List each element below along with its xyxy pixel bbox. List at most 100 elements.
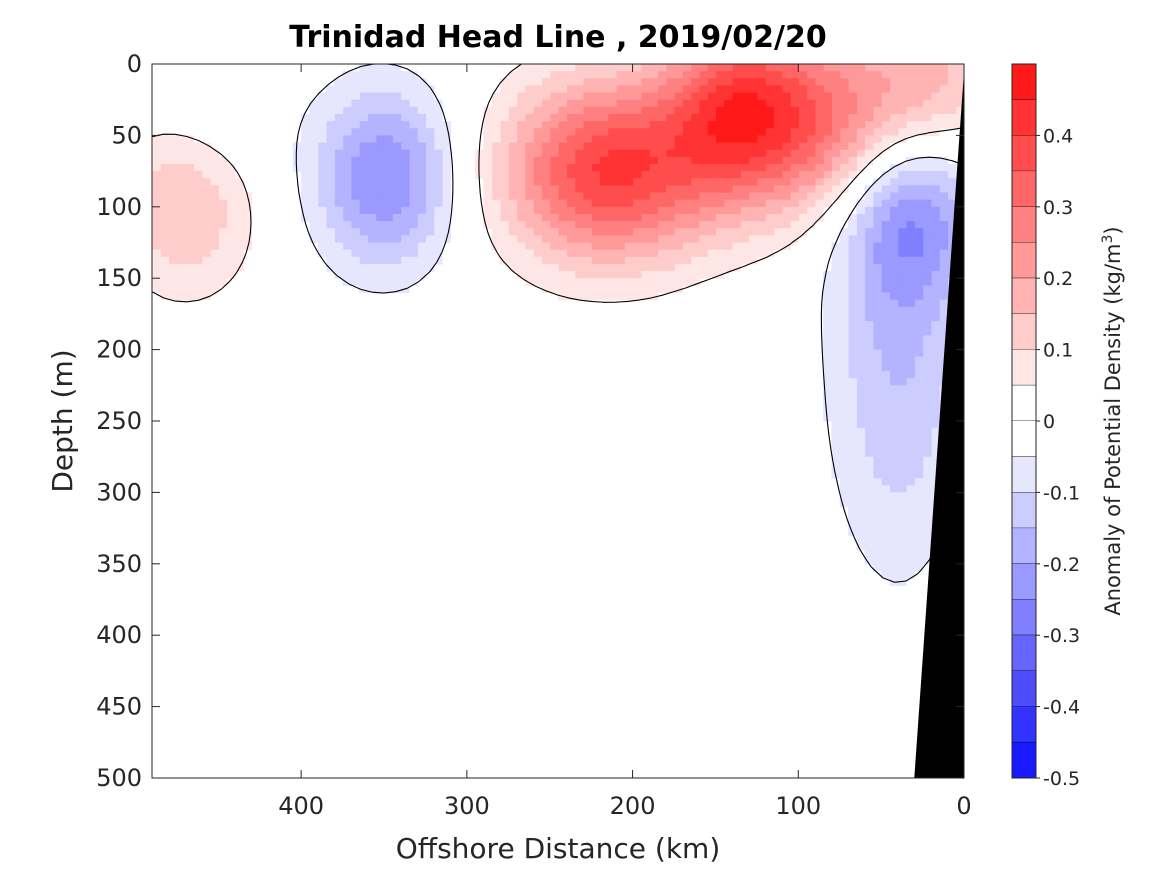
- field-cell: [624, 192, 634, 201]
- field-cell: [756, 199, 766, 208]
- field-cell: [906, 192, 915, 201]
- field-cell: [591, 278, 601, 286]
- field-cell: [607, 106, 617, 115]
- field-cell: [408, 256, 418, 265]
- field-cell: [790, 185, 799, 194]
- field-cell: [350, 278, 360, 286]
- field-cell: [442, 185, 451, 194]
- field-cell: [359, 263, 369, 272]
- field-cell: [566, 249, 576, 258]
- field-cell: [317, 171, 327, 179]
- field-cell: [607, 263, 617, 272]
- field-cell: [533, 135, 543, 144]
- field-cell: [914, 64, 924, 72]
- field-cell: [856, 278, 866, 286]
- field-cell: [591, 78, 601, 87]
- field-cell: [930, 163, 940, 172]
- field-cell: [408, 263, 418, 272]
- field-cell: [367, 64, 377, 72]
- field-cell: [533, 278, 543, 286]
- field-cell: [740, 171, 750, 179]
- field-cell: [309, 192, 319, 201]
- field-cell: [682, 271, 692, 279]
- field-cell: [599, 292, 609, 301]
- field-cell: [864, 363, 874, 372]
- field-cell: [326, 171, 335, 179]
- field-cell: [408, 278, 418, 286]
- field-cell: [848, 135, 857, 144]
- field-cell: [864, 328, 874, 336]
- field-cell: [715, 142, 725, 151]
- field-cell: [400, 71, 410, 79]
- field-cell: [790, 192, 799, 201]
- field-cell: [947, 199, 957, 208]
- field-cell: [524, 121, 534, 129]
- field-cell: [864, 356, 874, 365]
- field-cell: [889, 278, 899, 286]
- field-cell: [848, 256, 857, 265]
- field-cell: [698, 99, 708, 108]
- field-cell: [624, 71, 634, 79]
- field-cell: [831, 163, 841, 172]
- field-cell: [599, 156, 609, 165]
- field-cell: [856, 292, 866, 301]
- field-cell: [632, 228, 642, 236]
- field-cell: [566, 213, 576, 222]
- field-cell: [831, 363, 841, 372]
- field-cell: [168, 163, 178, 172]
- field-cell: [674, 263, 683, 272]
- field-cell: [665, 242, 675, 251]
- field-cell: [930, 435, 940, 444]
- field-cell: [831, 142, 841, 151]
- field-cell: [856, 285, 866, 294]
- field-cell: [516, 192, 526, 201]
- field-cell: [574, 228, 584, 236]
- field-cell: [665, 121, 675, 129]
- field-cell: [740, 149, 750, 158]
- field-cell: [524, 149, 534, 158]
- field-cell: [897, 99, 907, 108]
- field-cell: [210, 156, 219, 165]
- field-cell: [756, 249, 766, 258]
- field-cell: [848, 421, 857, 429]
- field-cell: [425, 192, 435, 201]
- field-cell: [756, 64, 766, 72]
- field-cell: [848, 506, 857, 515]
- field-cell: [773, 99, 783, 108]
- field-cell: [831, 321, 841, 329]
- field-cell: [732, 235, 741, 244]
- field-cell: [516, 92, 526, 101]
- field-cell: [442, 221, 451, 229]
- field-cell: [160, 271, 170, 279]
- field-cell: [491, 149, 501, 158]
- field-cell: [334, 271, 344, 279]
- field-cell: [657, 178, 667, 186]
- field-cell: [698, 64, 708, 72]
- field-cell: [707, 99, 717, 108]
- field-cell: [740, 221, 750, 229]
- field-cell: [375, 121, 385, 129]
- field-cell: [922, 456, 932, 465]
- field-cell: [392, 213, 402, 222]
- field-cell: [798, 128, 808, 136]
- field-cell: [632, 199, 642, 208]
- field-cell: [698, 206, 708, 215]
- field-cell: [897, 85, 907, 94]
- field-cell: [839, 71, 849, 79]
- field-cell: [168, 271, 178, 279]
- field-cell: [533, 199, 543, 208]
- field-cell: [914, 313, 924, 322]
- field-cell: [533, 128, 543, 136]
- field-cell: [309, 106, 319, 115]
- field-cell: [848, 313, 857, 322]
- field-cell: [392, 99, 402, 108]
- field-cell: [831, 349, 841, 358]
- field-cell: [707, 199, 717, 208]
- field-cell: [607, 99, 617, 108]
- field-cell: [864, 213, 874, 222]
- field-cell: [707, 78, 717, 87]
- field-cell: [234, 235, 244, 244]
- field-cell: [889, 228, 899, 236]
- field-cell: [756, 235, 766, 244]
- field-cell: [649, 242, 659, 251]
